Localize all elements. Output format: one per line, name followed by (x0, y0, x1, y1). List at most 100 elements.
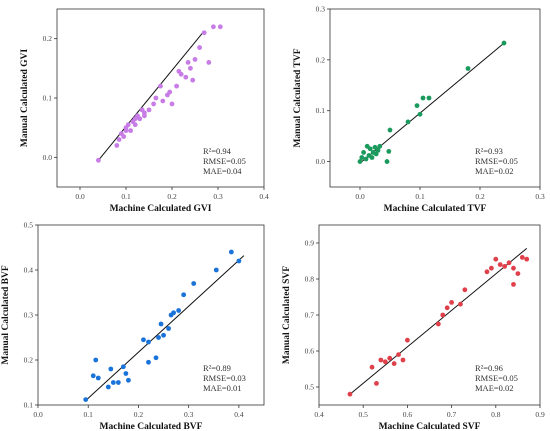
bvf-data-point (171, 310, 177, 316)
tvf-y-tick-label: 0.2 (316, 55, 326, 64)
svf-data-point (347, 391, 353, 397)
svf-data-point (462, 287, 468, 293)
svf-data-point (374, 381, 379, 386)
svf-x-tick-label: 0.8 (491, 410, 501, 419)
svf-data-point (458, 301, 463, 307)
gvi-x-axis-label: Machine Calculated GVI (110, 204, 212, 214)
gvi-data-point (183, 74, 189, 80)
svf-y-axis-label: Manual Calculated SVF (282, 266, 292, 364)
tvf-data-point (363, 156, 369, 162)
bvf-data-point (158, 321, 164, 327)
tvf-data-point (386, 149, 392, 154)
tvf-x-axis-label: Machine Calculated TVF (384, 204, 487, 214)
tvf-data-point (387, 127, 393, 133)
gvi-data-point (132, 122, 138, 128)
gvi-data-point (125, 122, 131, 128)
svf-fit-line (349, 248, 528, 395)
bvf-data-point (228, 249, 234, 255)
svf-data-point (391, 361, 397, 366)
bvf-stat-r2: R²=0.89 (203, 363, 231, 373)
tvf-data-point (417, 111, 423, 117)
bvf-data-point (146, 339, 151, 345)
bvf-data-point (166, 326, 171, 331)
bvf-data-point (90, 373, 96, 379)
tvf-data-point (373, 151, 379, 157)
gvi-data-point (188, 65, 193, 71)
svf-data-point (511, 282, 516, 287)
svf-y-tick-label: 0.9 (305, 239, 315, 248)
tvf-data-point (372, 144, 378, 150)
svf-data-point (484, 269, 490, 275)
gvi-x-tick-label: 0.4 (259, 192, 269, 201)
tvf-stat-rmse: RMSE=0.05 (475, 156, 518, 166)
svf-x-tick-label: 0.6 (403, 410, 413, 419)
svf-data-point (524, 256, 530, 262)
tvf-data-point (384, 159, 390, 164)
tvf-x-tick-label: 0.0 (355, 192, 365, 201)
tvf-y-tick-label: 0.1 (316, 106, 326, 115)
gvi-x-tick-label: 0.2 (167, 192, 177, 201)
svf-data-point (387, 355, 393, 361)
gvi-y-tick-label: 0.0 (43, 153, 53, 162)
bvf-data-point (181, 292, 187, 298)
tvf-data-point (361, 150, 366, 155)
svf-x-tick-label: 0.5 (359, 410, 369, 419)
gvi-data-point (96, 157, 101, 163)
bvf-stat-rmse: RMSE=0.03 (203, 373, 246, 383)
tvf-y-axis-label: Manual Calculated TVF (293, 48, 303, 147)
svf-data-point (506, 260, 512, 266)
bvf-data-point (95, 375, 101, 381)
bvf-y-axis-label: Manual Calculated BVF (1, 265, 11, 364)
gvi-panel: 0.0 0.1 0.2 0.3 0.4 0.0 0.1 0.2 Machine Calculat… (20, 8, 269, 214)
bvf-x-axis-label: Machine Calculated BVF (100, 422, 203, 431)
svf-data-point (396, 352, 401, 357)
tvf-x-tick-label: 0.2 (475, 192, 485, 201)
gvi-data-point (142, 113, 147, 119)
svf-data-point (435, 321, 441, 327)
bvf-y-tick-label: 0.5 (24, 221, 34, 230)
bvf-fit-line (85, 255, 245, 401)
tvf-panel: 0.0 0.1 0.2 0.3 0.0 0.1 0.2 0.3 Machine Calculat… (293, 5, 545, 215)
gvi-fit-line (98, 30, 205, 161)
bvf-data-point (213, 267, 219, 273)
tvf-data-point (367, 146, 373, 152)
bvf-data-point (110, 380, 116, 385)
svf-x-tick-label: 0.7 (447, 410, 457, 419)
gvi-data-point (185, 60, 191, 65)
tvf-data-point (465, 66, 471, 71)
svf-data-point (449, 300, 454, 305)
gvi-x-tick-label: 0.3 (213, 192, 223, 201)
tvf-stat-mae: MAE=0.02 (475, 166, 514, 176)
svf-x-axis-label: Machine Calculated SVF (379, 422, 481, 431)
gvi-data-point (151, 101, 157, 107)
gvi-data-point (169, 101, 175, 107)
bvf-y-tick-label: 0.1 (24, 401, 34, 410)
bvf-data-point (146, 359, 151, 365)
svf-data-point (519, 255, 525, 260)
bvf-data-point (191, 281, 197, 286)
gvi-data-point (167, 89, 173, 95)
bvf-data-point (120, 364, 126, 370)
bvf-x-tick-label: 0.1 (84, 410, 94, 419)
svf-y-tick-label: 0.5 (305, 383, 315, 392)
gvi-data-point (206, 60, 212, 65)
gvi-data-point (201, 30, 207, 36)
gvi-data-point (146, 107, 152, 113)
tvf-data-point (420, 95, 426, 101)
tvf-y-tick-label: 0.0 (316, 157, 326, 166)
gvi-stat-mae: MAE=0.04 (203, 166, 242, 176)
bvf-data-point (123, 371, 129, 376)
gvi-data-point (178, 71, 184, 77)
tvf-fit-line (359, 42, 505, 164)
bvf-x-tick-label: 0.2 (134, 410, 144, 419)
tvf-data-point (414, 103, 420, 109)
tvf-data-point (377, 143, 383, 149)
bvf-data-point (156, 335, 161, 340)
bvf-y-tick-label: 0.4 (24, 266, 34, 275)
svf-stat-mae: MAE=0.02 (475, 383, 514, 393)
gvi-data-point (137, 116, 143, 122)
svf-data-point (382, 359, 388, 365)
gvi-stat-rmse: RMSE=0.05 (203, 156, 246, 166)
